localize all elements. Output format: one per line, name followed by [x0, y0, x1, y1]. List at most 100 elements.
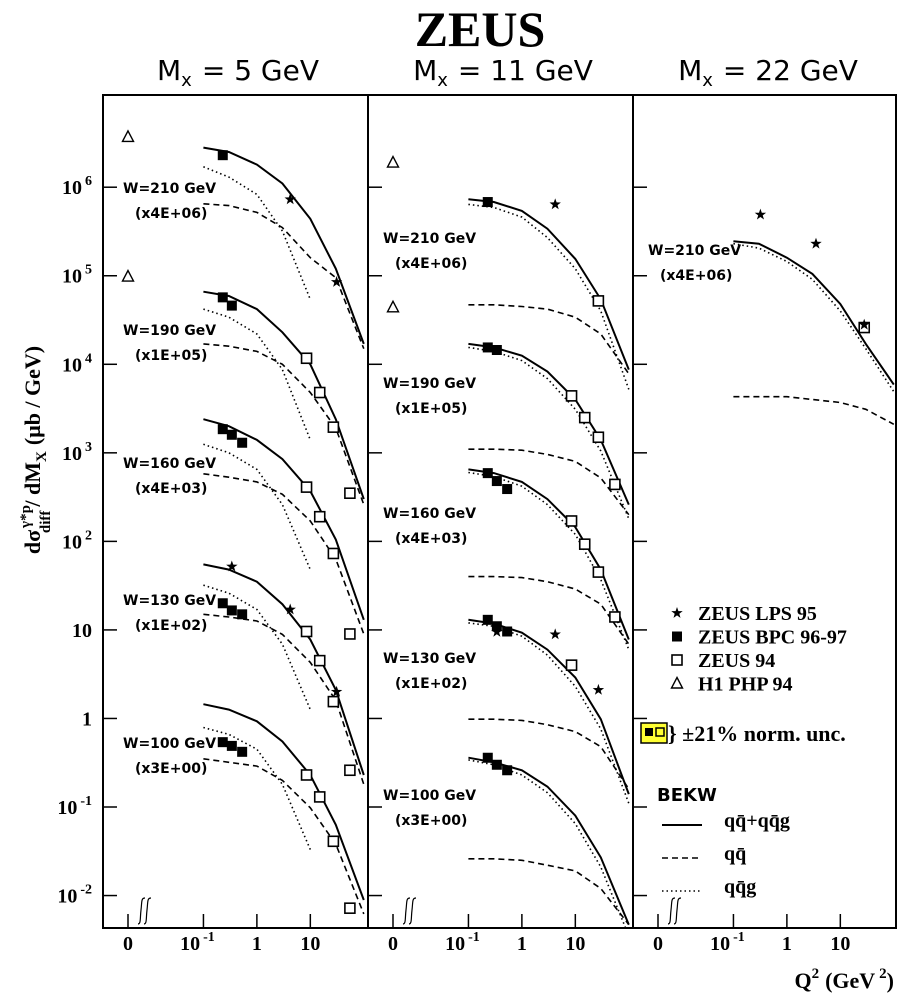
marker-filled-square	[217, 737, 228, 748]
marker-triangle	[670, 675, 684, 689]
marker-filled-square	[217, 150, 228, 161]
x-axis-label: Q2 (GeV 2)	[794, 966, 894, 993]
marker-filled-square	[226, 300, 237, 311]
marker-star	[491, 625, 503, 637]
y-label-sub: diff	[38, 510, 54, 534]
y-tick-base: 10	[62, 354, 82, 376]
marker-star	[284, 193, 296, 205]
model-curve	[203, 613, 365, 785]
marker-open-square	[565, 659, 578, 671]
x-tick-exponent: -1	[468, 930, 480, 945]
x-tick-base: 10	[710, 933, 730, 955]
scale-label: (x1E+02)	[395, 676, 467, 692]
marker-star	[671, 607, 683, 618]
marker-star	[810, 237, 822, 249]
curves	[468, 198, 630, 928]
x-tick-base: 10	[180, 933, 200, 955]
y-tick-label: 10 5	[62, 263, 92, 288]
panel-title: Mx = 11 GeV	[413, 54, 593, 91]
model-curve	[468, 346, 630, 520]
marker-star	[549, 628, 561, 640]
x-tick-exponent: -1	[733, 930, 745, 945]
scale-label: (x1E+02)	[135, 618, 207, 634]
marker-open-square	[565, 515, 578, 527]
scale-label: (x4E+03)	[135, 481, 207, 497]
model-curve	[733, 240, 895, 386]
scale-label: (x4E+06)	[395, 256, 467, 272]
norm-box	[640, 722, 668, 744]
y-label-rest-sub: X	[34, 451, 50, 462]
marker-filled-square	[217, 292, 228, 303]
w-label: W=160 GeV	[123, 456, 216, 472]
marker-filled-square	[237, 437, 248, 448]
marker-open-square	[313, 791, 326, 803]
scale-label: (x1E+05)	[135, 348, 207, 364]
y-tick-base: 10	[62, 531, 82, 553]
model-curve	[468, 759, 627, 928]
x-label-unit-sup: 2	[879, 966, 887, 982]
panel-title-main: M	[413, 54, 437, 87]
model-curve	[468, 858, 630, 926]
x-tick-exponent: -1	[203, 930, 215, 945]
marker-filled-square	[226, 740, 237, 751]
w-label: W=100 GeV	[123, 736, 216, 752]
y-tick-exponent: 2	[85, 528, 92, 543]
model-curve	[203, 443, 312, 570]
y-tick-label: 10 2	[62, 528, 92, 553]
panel-title-sub: x	[702, 70, 713, 91]
legend-label: ZEUS 94	[698, 650, 775, 672]
marker-triangle	[121, 269, 135, 282]
model-curve	[203, 758, 365, 915]
marker-open-square	[578, 538, 591, 550]
model-curve	[733, 242, 895, 393]
model-curve	[468, 304, 630, 375]
y-label-rest: / dM	[20, 462, 45, 508]
x-label-q: Q	[794, 968, 811, 993]
marker-star	[858, 318, 870, 330]
marker-filled-square	[217, 424, 228, 435]
model-curve	[468, 718, 630, 790]
marker-filled-square	[237, 746, 248, 757]
scale-label: (x1E+05)	[395, 401, 467, 417]
model-curve	[468, 471, 630, 650]
legend-label: ZEUS BPC 96-97	[698, 627, 847, 649]
panel-title-main: M	[678, 54, 702, 87]
model-curve	[203, 203, 365, 349]
marker-open-square	[344, 764, 356, 777]
marker-filled-square	[672, 631, 682, 642]
marker-open-square	[327, 695, 340, 708]
x-tick-label: 0	[123, 933, 133, 955]
y-tick-base: 10	[57, 797, 77, 819]
model-curve	[203, 166, 312, 300]
panel-title-rest: = 11 GeV	[458, 54, 593, 87]
marker-triangle	[386, 155, 400, 168]
w-label: W=210 GeV	[123, 181, 216, 197]
axis-break	[137, 897, 152, 925]
marker-filled-square	[482, 342, 493, 353]
x-tick-label: 10 -1	[445, 930, 480, 955]
w-label: W=190 GeV	[123, 323, 216, 339]
marker-filled-square	[482, 197, 493, 208]
x-tick-label: 0	[388, 933, 398, 955]
marker-star	[284, 603, 296, 615]
marker-open-square	[565, 390, 578, 402]
marker-filled-square	[502, 626, 513, 637]
w-label: W=100 GeV	[383, 788, 476, 804]
w-label: W=210 GeV	[383, 231, 476, 247]
x-label-sup: 2	[812, 966, 820, 982]
panel-title-rest: = 5 GeV	[202, 54, 319, 87]
marker-open-square	[592, 566, 605, 578]
marker-open-square	[313, 510, 326, 523]
marker-open-square	[344, 487, 356, 500]
y-tick-exponent: -2	[80, 883, 92, 898]
marker-open-square	[609, 478, 621, 491]
scale-label: (x4E+03)	[395, 531, 467, 547]
y-tick-exponent: 3	[85, 440, 92, 455]
marker-star	[592, 683, 605, 695]
model-curve	[203, 418, 365, 621]
x-tick-label: 1	[252, 933, 262, 955]
x-tick-label: 10	[300, 933, 320, 955]
marker-triangle	[386, 299, 400, 313]
marker-open-square	[327, 421, 340, 433]
